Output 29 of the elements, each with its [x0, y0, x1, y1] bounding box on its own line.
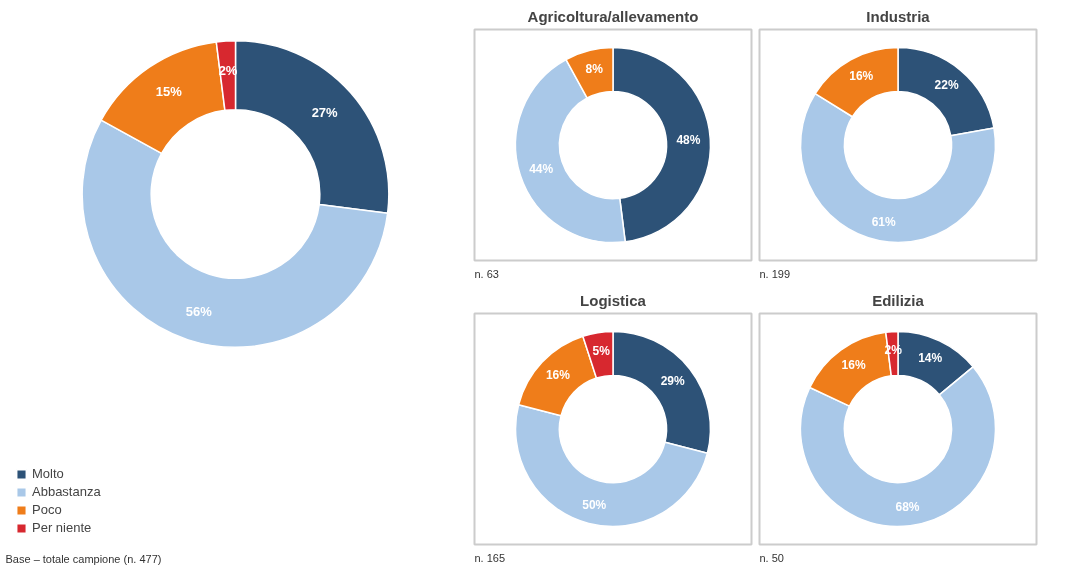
text: n. 50: [759, 551, 784, 564]
data-label: 16%: [841, 358, 866, 373]
legend-label: Poco: [32, 502, 62, 517]
data-label: 16%: [849, 69, 874, 84]
legend-label: Per niente: [32, 520, 92, 535]
text: Base – totale campione (n. 477): [5, 552, 162, 565]
data-label: 50%: [582, 498, 607, 513]
chart-title: Industria: [866, 7, 931, 25]
data-label: 29%: [660, 373, 686, 388]
chart-title: Logistica: [580, 291, 647, 309]
chart-title: Agricoltura/allevamento: [527, 7, 699, 25]
data-label: 15%: [155, 84, 183, 100]
data-label: 5%: [592, 344, 611, 359]
data-label: 22%: [934, 77, 959, 92]
legend-label: Molto: [32, 466, 64, 481]
data-label: 44%: [529, 162, 554, 177]
data-label: 8%: [585, 61, 604, 76]
text: n. 199: [759, 267, 791, 280]
legend-label: Abbastanza: [32, 484, 101, 499]
data-label: 56%: [185, 304, 213, 320]
data-label: 68%: [895, 500, 920, 515]
text: n. 63: [474, 267, 499, 280]
data-label: 61%: [871, 215, 897, 230]
data-label: 27%: [311, 104, 339, 120]
data-label: 14%: [918, 350, 943, 365]
chart-title: Edilizia: [872, 291, 925, 309]
text: n. 165: [474, 551, 506, 564]
data-label: 48%: [676, 133, 701, 148]
data-label: 16%: [545, 368, 571, 383]
